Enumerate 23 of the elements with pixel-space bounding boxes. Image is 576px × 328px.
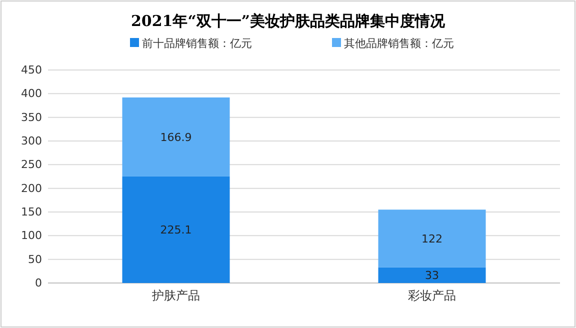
legend-label: 其他品牌销售额：亿元 [344, 37, 454, 50]
chart-title: 2021年“双十一”美妆护肤品类品牌集中度情况 [130, 12, 446, 30]
bar [378, 267, 486, 283]
bar [122, 97, 230, 176]
y-tick-label: 250 [21, 158, 42, 172]
legend-label: 前十品牌销售额：亿元 [142, 37, 252, 50]
y-tick-label: 450 [21, 64, 42, 77]
bar [378, 210, 486, 268]
data-label: 225.1 [160, 224, 192, 237]
y-tick-label: 400 [21, 87, 42, 100]
y-tick-label: 0 [35, 276, 42, 290]
bar [122, 176, 230, 283]
y-tick-label: 100 [21, 229, 42, 242]
x-tick-label: 彩妆产品 [408, 288, 456, 303]
y-tick-label: 50 [28, 252, 42, 266]
data-label: 122 [422, 232, 442, 246]
x-tick-label: 护肤产品 [151, 288, 200, 303]
data-label: 33 [425, 269, 439, 282]
data-label: 166.9 [160, 130, 192, 144]
y-tick-label: 200 [21, 182, 42, 195]
y-tick-label: 350 [21, 110, 42, 124]
y-tick-label: 150 [21, 206, 42, 219]
y-tick-label: 300 [21, 134, 42, 148]
